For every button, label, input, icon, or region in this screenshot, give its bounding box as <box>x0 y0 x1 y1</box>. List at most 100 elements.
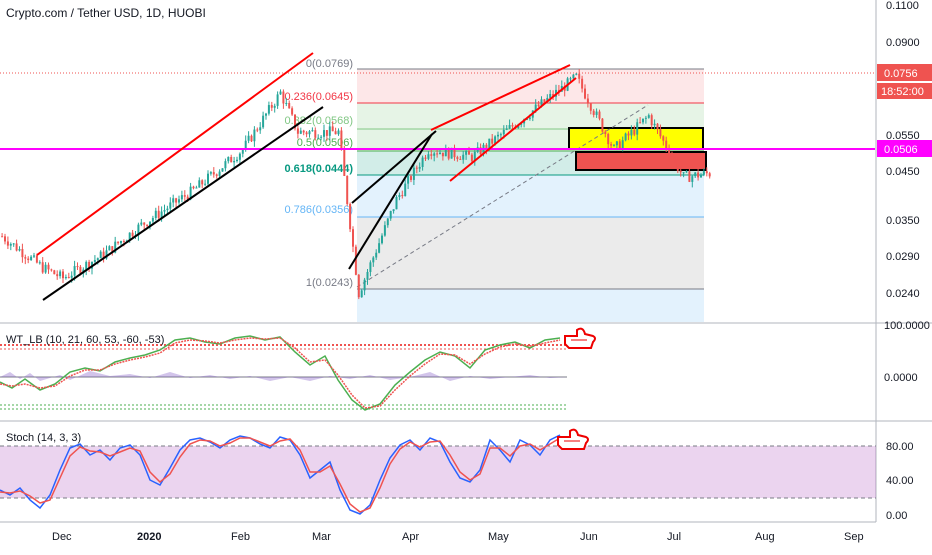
wt1-line <box>0 335 561 411</box>
candle-body <box>456 157 459 159</box>
candle-body <box>375 252 378 258</box>
candle-body <box>317 137 320 139</box>
candle-body <box>572 74 575 79</box>
fib-zone-0786-1 <box>357 217 704 289</box>
candle-body <box>30 256 33 261</box>
candle-body <box>427 154 430 159</box>
candle-body <box>192 186 195 189</box>
time-tick-apr: Apr <box>402 531 419 543</box>
candle-body <box>44 264 47 273</box>
price-tick-6: 0.0290 <box>886 251 920 263</box>
price-tick-5: 0.0350 <box>886 215 920 227</box>
candle-body <box>183 195 186 197</box>
symbol-title: Crypto.com / Tether USD, 1D, HUOBI <box>6 6 206 20</box>
candle-body <box>178 199 180 203</box>
candle-body <box>589 103 592 111</box>
candle-body <box>479 147 482 155</box>
candle-body <box>85 261 88 270</box>
candle-body <box>146 224 149 227</box>
candle-body <box>53 270 56 275</box>
candle-body <box>276 94 279 106</box>
candle-body <box>676 160 679 171</box>
price-tick-2: 0.0900 <box>886 37 920 49</box>
candle-body <box>285 102 288 104</box>
candle-body <box>392 209 395 212</box>
candle-body <box>256 129 259 131</box>
candle-body <box>175 198 178 203</box>
time-tick-may: May <box>488 531 509 543</box>
hand-pointer-icon-1 <box>564 327 596 349</box>
fib-label-05: 0.5(0.0506) <box>297 137 353 149</box>
price-axis[interactable]: 0.1100 0.0900 0.0550 0.0450 0.0350 0.029… <box>886 0 920 300</box>
candle-body <box>241 149 244 154</box>
candle-body <box>473 151 476 162</box>
candle-body <box>578 73 581 79</box>
candle-body <box>444 148 447 157</box>
channel-lower-line <box>42 106 324 301</box>
candle-body <box>340 130 343 150</box>
candle-body <box>212 172 215 175</box>
candle-body <box>485 144 488 149</box>
wt-tick-0: 0.0000 <box>884 372 918 384</box>
candle-body <box>642 118 644 123</box>
candle-body <box>15 243 18 251</box>
candle-body <box>33 255 35 257</box>
candle-body <box>505 128 508 130</box>
candle-body <box>154 210 157 219</box>
red-zone <box>575 151 707 171</box>
last-price-badge: 0.0756 18:52:00 <box>877 64 932 99</box>
candle-body <box>6 241 9 246</box>
candle-body <box>656 123 659 130</box>
candles-group <box>1 69 711 300</box>
candle-body <box>639 122 642 124</box>
candle-body <box>296 128 299 134</box>
candle-body <box>215 174 218 176</box>
last-price-label: 0.0756 <box>884 68 918 80</box>
candle-body <box>615 141 618 146</box>
candle-body <box>398 195 401 198</box>
candle-body <box>659 129 662 137</box>
candle-body <box>67 276 70 278</box>
candle-body <box>691 176 694 182</box>
stoch-band <box>0 446 876 498</box>
candle-body <box>412 167 415 180</box>
candle-body <box>636 122 639 135</box>
candle-body <box>682 172 685 174</box>
candle-body <box>381 235 383 244</box>
stoch-tick-0: 0.00 <box>886 510 907 522</box>
candle-body <box>323 130 325 137</box>
candle-body <box>627 133 630 136</box>
time-axis[interactable]: Dec 2020 Feb Mar Apr May Jun Jul Aug Sep <box>52 531 864 543</box>
candle-body <box>491 138 494 144</box>
candle-body <box>668 148 671 157</box>
candle-body <box>270 105 273 108</box>
candle-body <box>502 129 505 135</box>
candle-body <box>366 271 369 280</box>
candle-body <box>337 130 340 135</box>
fib-zone-extension <box>357 289 704 322</box>
candle-body <box>143 222 146 225</box>
candle-body <box>328 126 331 136</box>
candle-body <box>305 132 308 135</box>
candle-body <box>76 266 79 268</box>
candle-body <box>372 257 375 263</box>
candle-body <box>592 110 595 115</box>
candle-body <box>595 111 598 115</box>
candle-body <box>195 187 198 189</box>
candle-body <box>447 148 450 159</box>
fib-labels: 0(0.0769) 0.236(0.0645) 0.382(0.0568) 0.… <box>285 58 354 289</box>
time-tick-mar: Mar <box>312 531 331 543</box>
candle-body <box>27 258 30 261</box>
candle-body <box>378 243 381 253</box>
fib-label-0618: 0.618(0.0444) <box>285 163 354 175</box>
candle-body <box>180 195 183 200</box>
candle-body <box>534 104 537 111</box>
candle-body <box>56 274 59 277</box>
candle-body <box>552 93 555 97</box>
candle-body <box>166 208 169 211</box>
price-tick-3: 0.0550 <box>886 130 920 142</box>
candle-body <box>621 140 624 149</box>
candle-body <box>360 290 363 298</box>
